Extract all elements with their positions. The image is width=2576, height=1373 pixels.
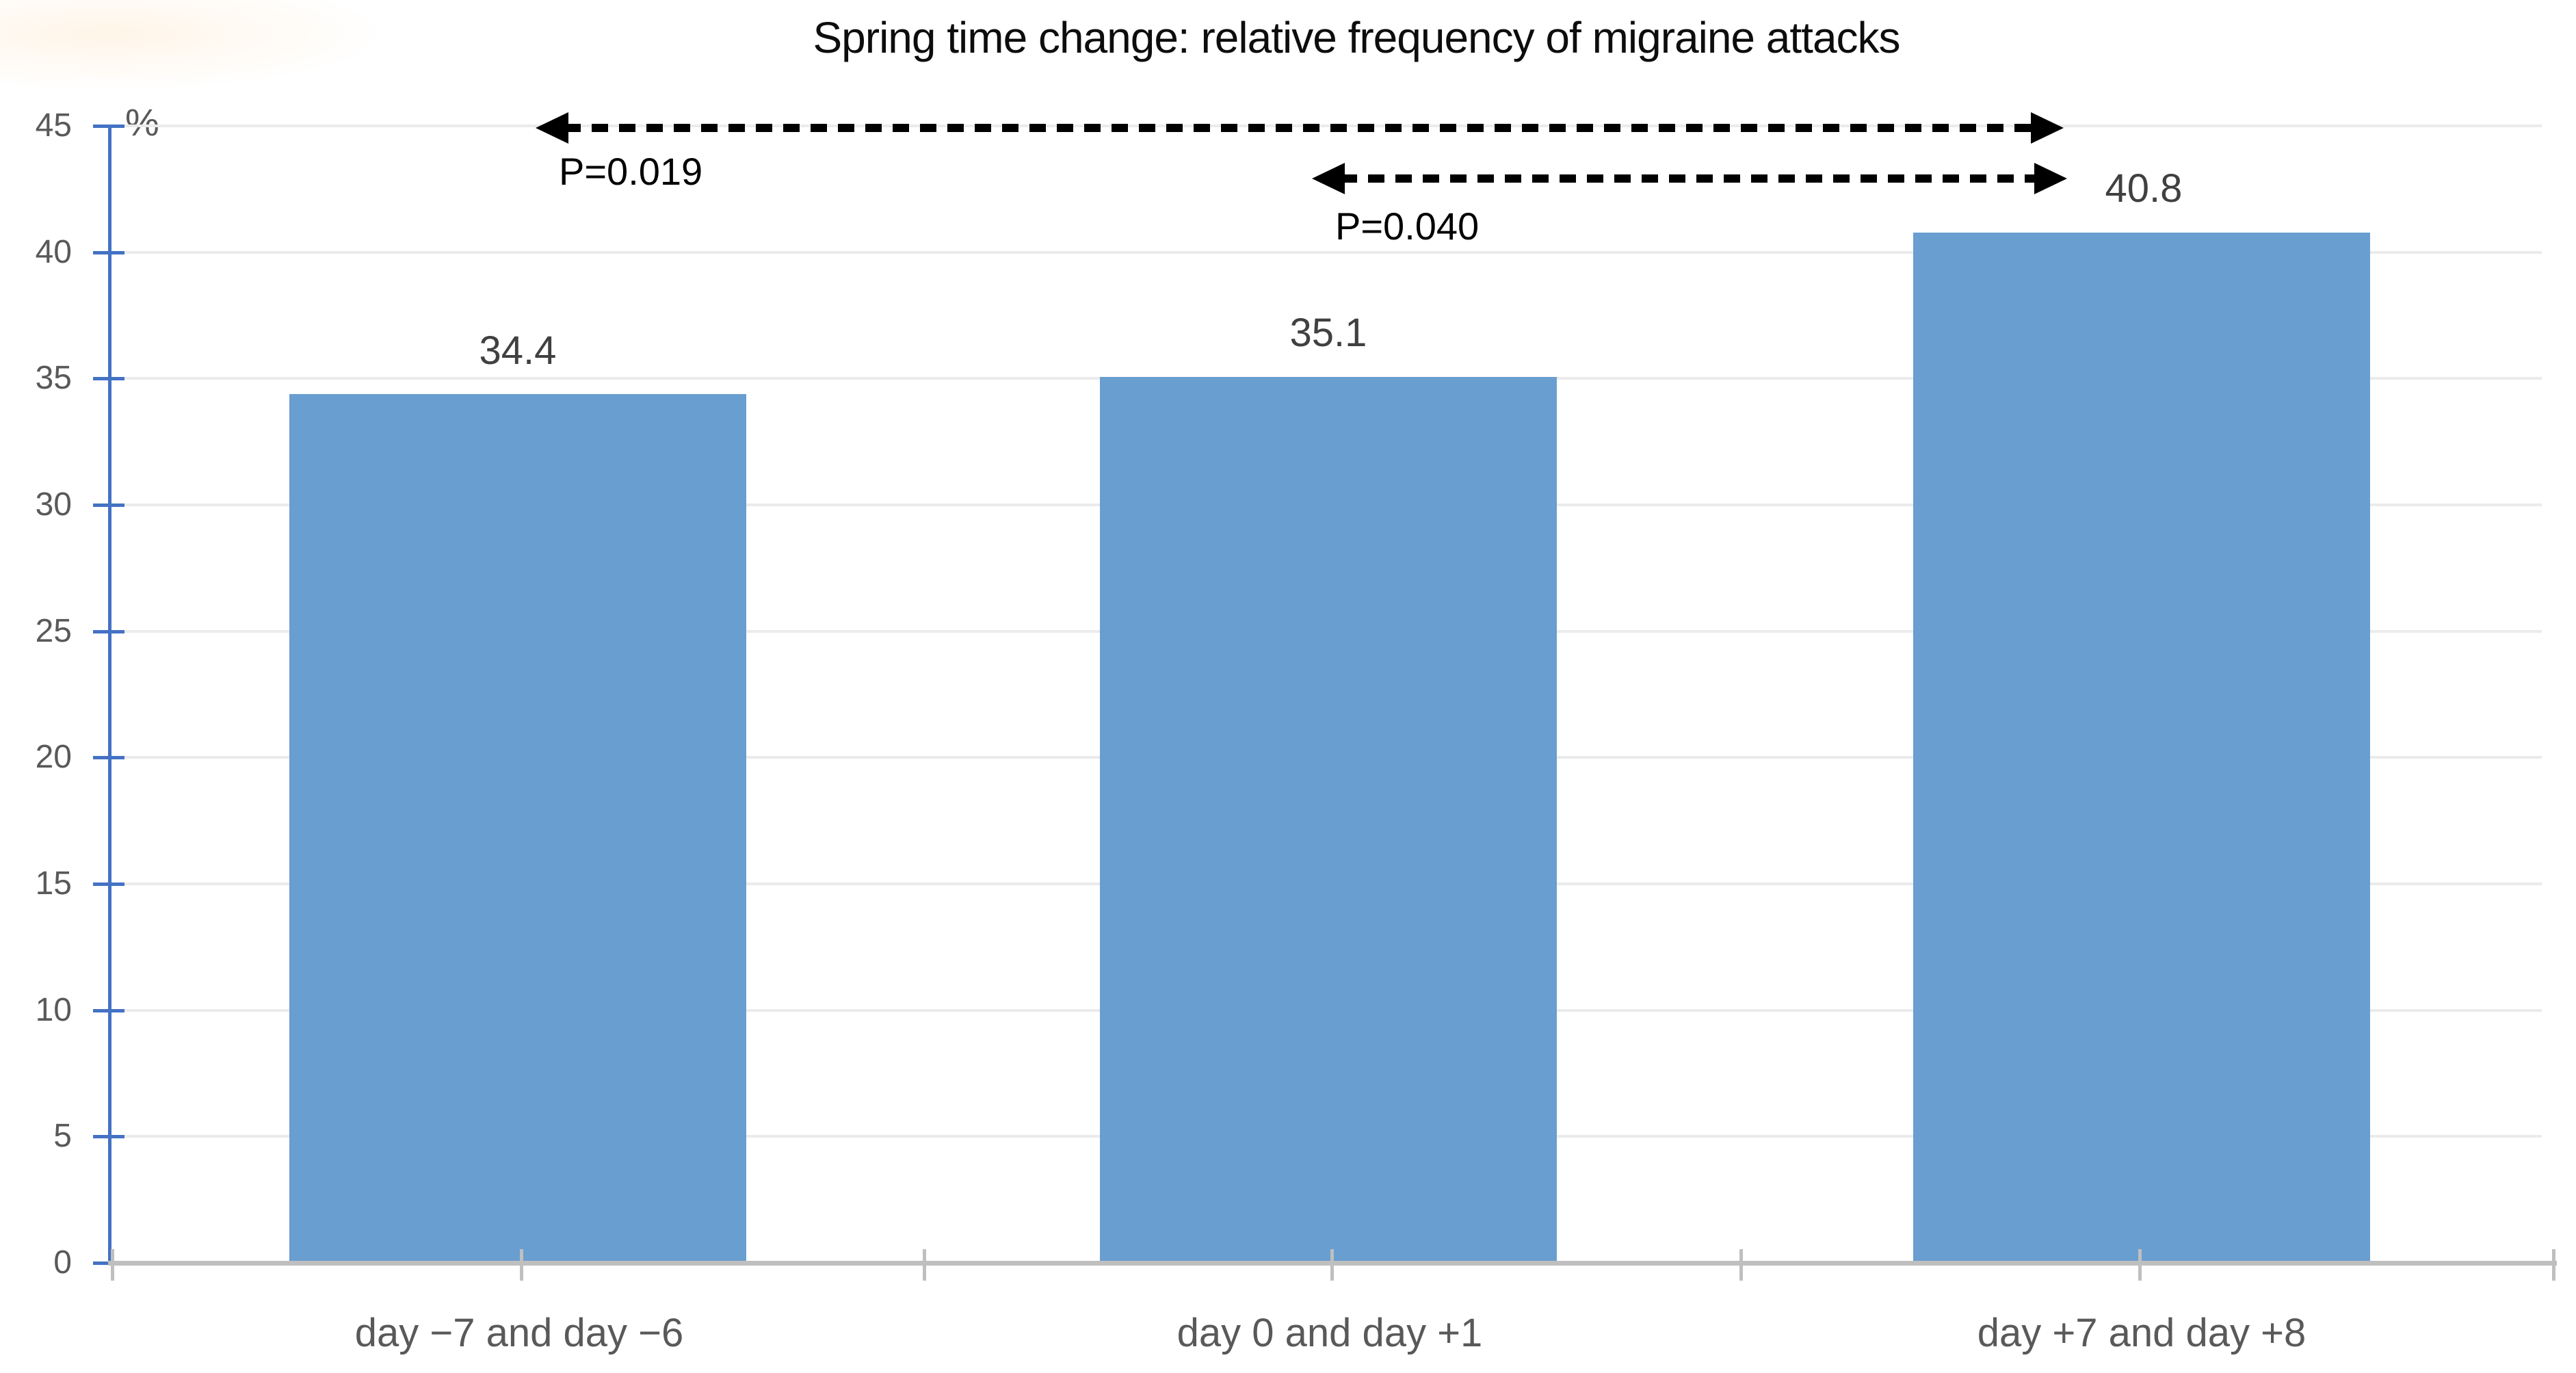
p-value-label-2: P=0.040	[1335, 205, 1480, 248]
y-axis-line	[108, 126, 111, 1266]
gridline-40	[115, 251, 2542, 254]
y-tick-label-25: 25	[35, 613, 72, 649]
bar-day-minus7-and-minus6	[289, 394, 746, 1264]
x-axis-tick	[2138, 1249, 2142, 1281]
bar-day-0-and-plus1	[1100, 377, 1557, 1264]
arrowhead-left-icon	[536, 112, 568, 144]
category-label-2: day 0 and day +1	[1177, 1311, 1483, 1355]
arrowhead-right-icon	[2034, 163, 2067, 194]
y-axis-unit-label: %	[125, 101, 159, 144]
y-tick-label-0: 0	[53, 1244, 72, 1281]
y-axis-tick-30	[93, 504, 124, 507]
y-axis-tick-10	[93, 1009, 124, 1012]
y-axis-tick-35	[93, 377, 124, 380]
value-label-bar1: 34.4	[479, 328, 557, 373]
category-label-3: day +7 and day +8	[1977, 1311, 2306, 1355]
y-tick-label-40: 40	[35, 234, 72, 270]
y-axis-tick-25	[93, 630, 124, 633]
y-axis-tick-40	[93, 251, 124, 254]
y-tick-label-10: 10	[35, 992, 72, 1028]
y-tick-label-5: 5	[53, 1118, 72, 1154]
y-tick-label-15: 15	[35, 865, 72, 902]
arrowhead-left-icon	[1312, 163, 1345, 194]
y-axis-tick-20	[93, 756, 124, 759]
y-tick-label-20: 20	[35, 739, 72, 775]
dashed-arrow-line-1	[564, 124, 2034, 132]
y-tick-label-35: 35	[35, 360, 72, 396]
y-tick-label-30: 30	[35, 486, 72, 523]
category-label-1: day −7 and day −6	[354, 1311, 684, 1355]
y-axis-tick-5	[93, 1135, 124, 1138]
arrowhead-right-icon	[2031, 112, 2064, 144]
x-axis-tick	[111, 1249, 114, 1281]
x-axis-tick	[1330, 1249, 1334, 1281]
x-axis-tick	[520, 1249, 523, 1281]
x-axis-tick	[1739, 1249, 1743, 1281]
p-value-label-1: P=0.019	[559, 150, 703, 193]
corner-smudge-artifact	[0, 0, 383, 89]
bar-day-plus7-and-plus8	[1913, 233, 2370, 1264]
x-axis-tick	[2552, 1249, 2555, 1281]
y-axis-tick-15	[93, 882, 124, 886]
y-axis-tick-45	[93, 125, 124, 128]
value-label-bar3: 40.8	[2105, 166, 2183, 211]
dashed-arrow-line-2	[1341, 174, 2037, 183]
value-label-bar2: 35.1	[1289, 311, 1367, 355]
x-axis-tick	[923, 1249, 926, 1281]
chart-title: Spring time change: relative frequency o…	[813, 13, 1900, 62]
y-tick-label-45: 45	[35, 107, 72, 144]
